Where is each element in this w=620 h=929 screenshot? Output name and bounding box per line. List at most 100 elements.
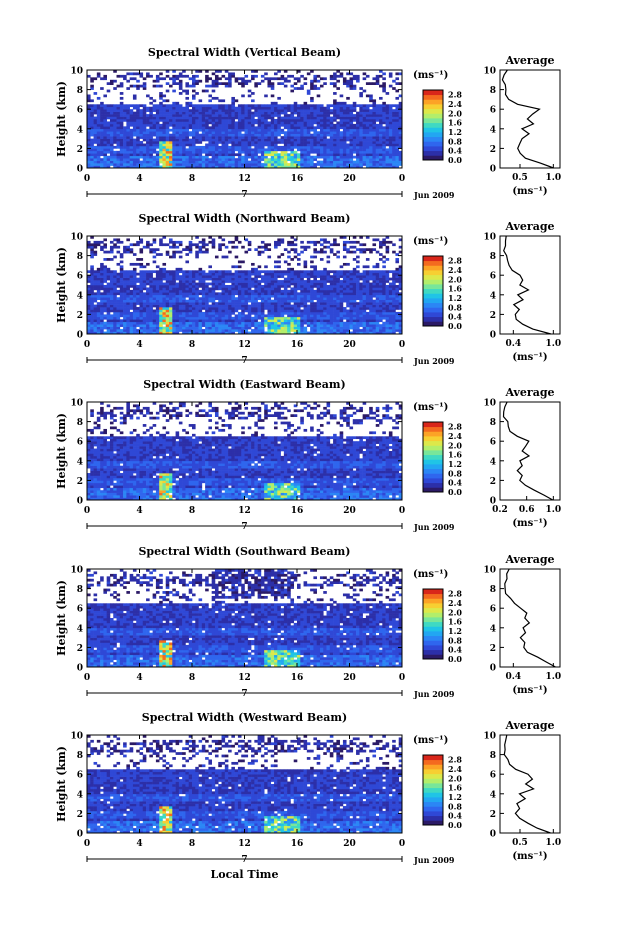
heatmap-cell xyxy=(375,106,380,110)
heatmap-cell xyxy=(205,329,209,332)
heatmap-cell xyxy=(356,165,360,169)
heatmap-cell xyxy=(287,321,291,325)
heatmap-cell xyxy=(336,143,340,147)
heatmap-cell xyxy=(103,275,107,278)
heatmap-cell xyxy=(221,243,226,247)
heatmap-cell xyxy=(346,158,350,161)
heatmap-cell xyxy=(247,131,252,134)
heatmap-cell xyxy=(293,165,298,169)
heatmap-cell xyxy=(251,331,255,335)
heatmap-cell xyxy=(375,141,380,144)
heatmap-cell xyxy=(149,74,153,78)
heatmap-cell xyxy=(251,302,255,305)
heatmap-cell xyxy=(221,321,226,325)
heatmap-cell xyxy=(303,119,308,122)
heatmap-cell xyxy=(185,141,190,144)
heatmap-cell xyxy=(287,148,291,152)
heatmap-cell xyxy=(218,299,222,303)
heatmap-cell xyxy=(182,299,186,303)
heatmap-cell xyxy=(90,285,94,288)
heatmap-cell xyxy=(139,277,144,281)
heatmap-cell xyxy=(201,119,206,122)
heatmap-cell xyxy=(316,153,321,157)
heatmap-cell xyxy=(247,285,252,288)
heatmap-cell xyxy=(116,128,121,132)
colorbar-tick-label: 2.8 xyxy=(448,90,462,100)
heatmap-cell xyxy=(152,150,157,154)
heatmap-cell xyxy=(398,158,403,161)
heatmap-cell xyxy=(264,143,268,147)
heatmap-cell xyxy=(152,331,157,335)
heatmap-cell xyxy=(375,160,380,164)
heatmap-cell xyxy=(234,145,239,149)
heatmap-cell xyxy=(90,302,94,305)
heatmap-cell xyxy=(201,329,206,332)
heatmap-cell xyxy=(300,119,304,122)
heatmap-cell xyxy=(339,106,344,110)
heatmap-cell xyxy=(100,285,104,288)
heatmap-cell xyxy=(293,87,298,90)
heatmap-cell xyxy=(323,138,327,142)
heatmap-cell xyxy=(349,84,354,88)
heatmap-cell xyxy=(152,126,157,130)
colorbar-swatch xyxy=(423,127,443,133)
heatmap-cell xyxy=(116,131,121,134)
heatmap-cell xyxy=(149,109,153,112)
heatmap-cell xyxy=(195,319,199,323)
heatmap-cell xyxy=(316,307,321,310)
heatmap-cell xyxy=(172,255,176,259)
heatmap-cell xyxy=(274,314,278,318)
heatmap-cell xyxy=(283,309,288,313)
heatmap-cell xyxy=(214,160,219,164)
heatmap-cell xyxy=(165,114,170,117)
heatmap-cell xyxy=(159,331,163,335)
heatmap-cell xyxy=(283,304,288,308)
heatmap-cell xyxy=(274,243,278,247)
heatmap-cell xyxy=(346,145,350,149)
heatmap-cell xyxy=(280,294,285,298)
heatmap-cell xyxy=(300,163,304,166)
heatmap-cell xyxy=(100,131,104,134)
heatmap-cell xyxy=(382,141,386,144)
heatmap-cell xyxy=(136,123,140,127)
heatmap-cell xyxy=(208,236,212,239)
heatmap-cell xyxy=(228,329,232,332)
heatmap-cell xyxy=(326,240,331,244)
heatmap-cell xyxy=(96,123,101,127)
heatmap-cell xyxy=(359,111,363,115)
heatmap-cell xyxy=(300,136,304,139)
heatmap-cell xyxy=(175,116,180,120)
heatmap-cell xyxy=(339,145,344,149)
heatmap-cell xyxy=(297,316,301,320)
heatmap-cell xyxy=(287,138,291,142)
heatmap-cell xyxy=(119,148,124,152)
heatmap-cell xyxy=(192,316,196,320)
heatmap-cell xyxy=(221,128,226,132)
heatmap-cell xyxy=(116,106,121,110)
heatmap-cell xyxy=(303,163,308,166)
heatmap-cell xyxy=(310,292,314,296)
heatmap-cell xyxy=(188,275,193,278)
heatmap-cell xyxy=(162,304,167,308)
heatmap-cell xyxy=(287,280,291,283)
heatmap-cell xyxy=(205,307,209,310)
heatmap-cell xyxy=(106,272,111,276)
heatmap-cell xyxy=(300,314,304,318)
heatmap-cell xyxy=(142,282,147,286)
heatmap-cell xyxy=(208,121,212,125)
heatmap-cell xyxy=(228,119,232,122)
heatmap-cell xyxy=(356,153,360,157)
heatmap-cell xyxy=(228,292,232,296)
heatmap-cell xyxy=(214,150,219,154)
heatmap-cell xyxy=(221,324,226,327)
heatmap-cell xyxy=(93,121,98,125)
heatmap-cell xyxy=(287,314,291,318)
heatmap-cell xyxy=(201,294,206,298)
heatmap-cell xyxy=(152,311,157,315)
heatmap-cell xyxy=(228,240,232,244)
heatmap-cell xyxy=(224,106,229,110)
heatmap-cell xyxy=(126,104,130,108)
heatmap-cell xyxy=(372,101,377,105)
heatmap-cell xyxy=(103,277,107,281)
heatmap-cell xyxy=(172,314,176,318)
